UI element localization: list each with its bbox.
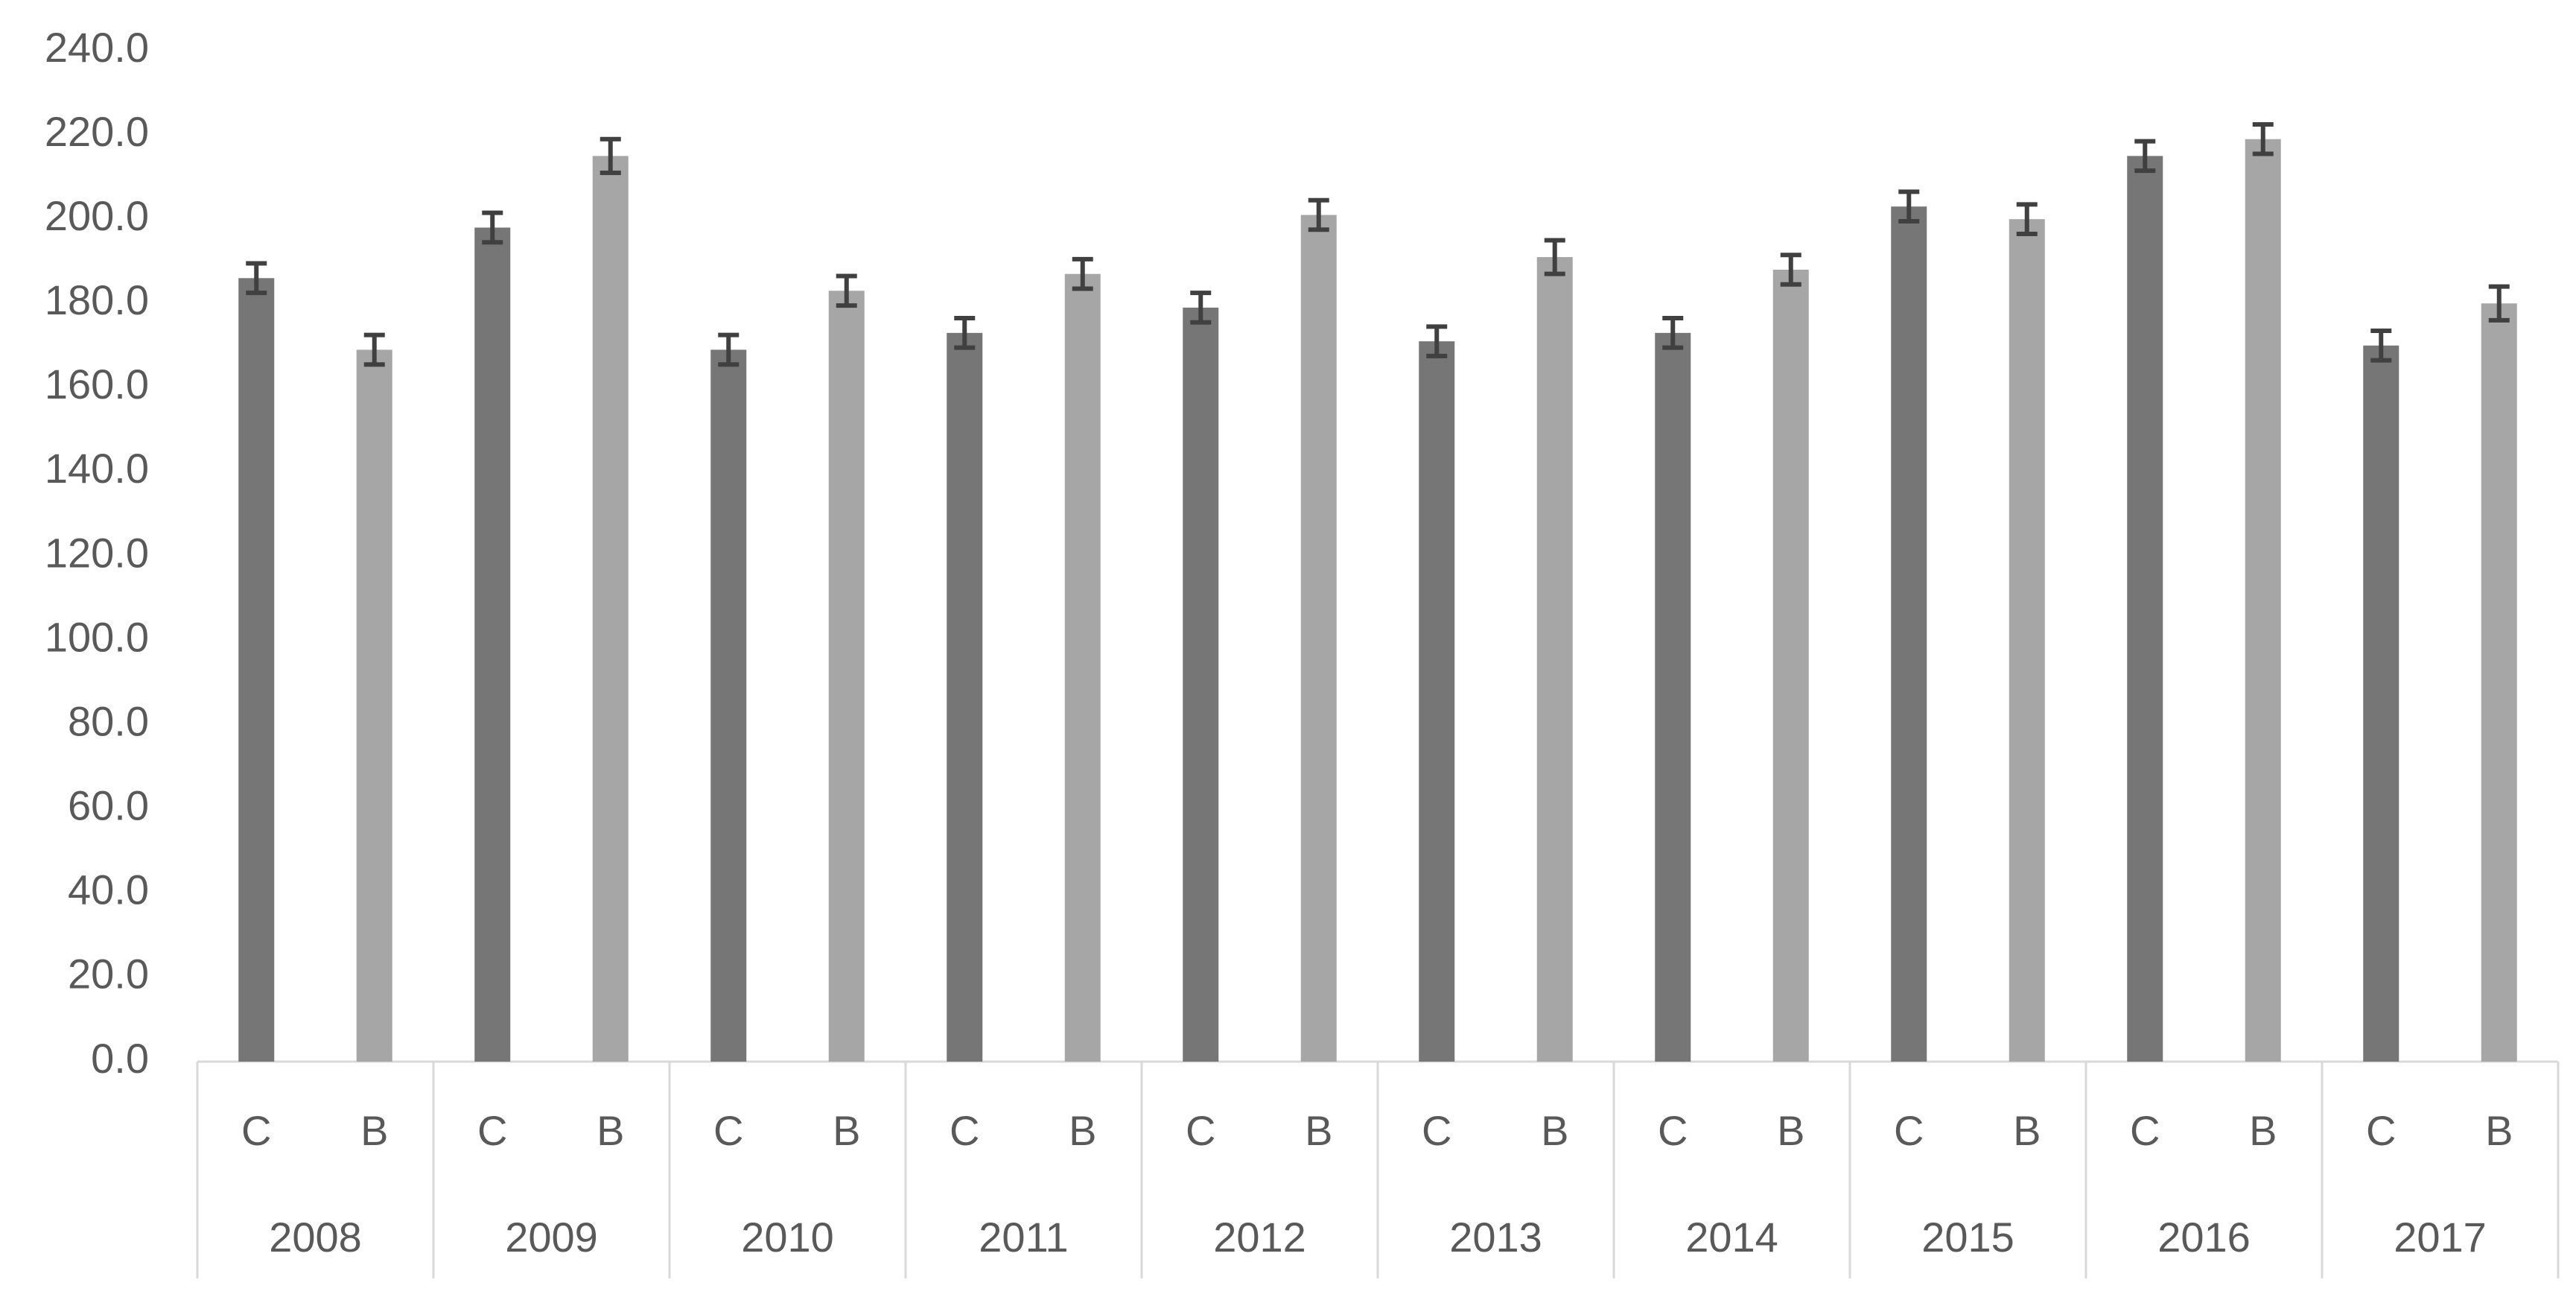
x-group-label: 2008 xyxy=(269,1214,362,1261)
x-tick-label: B xyxy=(2249,1107,2277,1154)
x-tick-label: C xyxy=(1186,1107,1215,1154)
y-tick-label: 100.0 xyxy=(45,613,149,660)
x-tick-label: C xyxy=(477,1107,507,1154)
error-bar xyxy=(1308,197,1329,232)
x-tick-label: C xyxy=(1658,1107,1688,1154)
bar xyxy=(1183,307,1219,1062)
y-tick-label: 0.0 xyxy=(91,1035,149,1082)
x-tick-label: C xyxy=(950,1107,979,1154)
x-group-label: 2017 xyxy=(2394,1214,2487,1261)
y-tick-label: 80.0 xyxy=(68,697,149,744)
x-tick-label: B xyxy=(2013,1107,2041,1154)
x-tick-label: B xyxy=(1777,1107,1804,1154)
x-tick-label: B xyxy=(1069,1107,1096,1154)
error-bar xyxy=(1072,256,1093,291)
x-group-label: 2009 xyxy=(505,1214,598,1261)
bar xyxy=(238,278,275,1062)
bar xyxy=(2245,139,2281,1062)
error-bar xyxy=(836,273,857,308)
y-tick-label: 180.0 xyxy=(45,276,149,323)
bar xyxy=(592,156,629,1062)
x-tick-label: B xyxy=(597,1107,624,1154)
error-bar xyxy=(363,332,385,367)
x-tick-label: C xyxy=(713,1107,743,1154)
error-bar xyxy=(482,210,503,245)
y-tick-label: 220.0 xyxy=(45,108,149,155)
bar xyxy=(2127,156,2163,1062)
bar xyxy=(828,291,865,1062)
bar xyxy=(1064,273,1101,1062)
bar xyxy=(2009,219,2045,1062)
error-bar xyxy=(1662,316,1684,350)
x-tick-label: B xyxy=(1541,1107,1568,1154)
bar xyxy=(947,332,983,1062)
x-tick-label: C xyxy=(1894,1107,1924,1154)
x-tick-label: B xyxy=(833,1107,860,1154)
y-tick-label: 120.0 xyxy=(45,529,149,576)
x-tick-label: B xyxy=(360,1107,388,1154)
bar xyxy=(356,349,392,1062)
x-tick-label: C xyxy=(241,1107,271,1154)
y-tick-label: 40.0 xyxy=(68,866,149,913)
x-group-label: 2012 xyxy=(1213,1214,1306,1261)
error-bar xyxy=(1426,324,1448,358)
bar xyxy=(710,349,747,1062)
bar xyxy=(2363,345,2400,1062)
y-tick-label: 140.0 xyxy=(45,445,149,492)
x-tick-label: C xyxy=(2366,1107,2396,1154)
bar xyxy=(1536,257,1573,1062)
error-bar xyxy=(1898,189,1920,224)
error-bar xyxy=(1190,291,1212,325)
y-tick-label: 240.0 xyxy=(45,24,149,71)
x-group-label: 2011 xyxy=(979,1214,1068,1261)
bar xyxy=(1419,341,1455,1062)
x-group-label: 2015 xyxy=(1921,1214,2014,1261)
error-bar xyxy=(2252,121,2274,156)
x-tick-label: C xyxy=(2130,1107,2160,1154)
y-tick-label: 160.0 xyxy=(45,361,149,408)
error-bar xyxy=(718,332,740,367)
x-group-label: 2016 xyxy=(2157,1214,2251,1261)
x-group-label: 2010 xyxy=(741,1214,834,1261)
x-group-label: 2013 xyxy=(1449,1214,1542,1261)
error-bar xyxy=(954,316,976,350)
bar xyxy=(2481,303,2517,1062)
error-bar xyxy=(600,136,621,175)
error-bar xyxy=(1544,238,1565,276)
y-tick-label: 60.0 xyxy=(68,782,149,829)
bar xyxy=(1891,206,1927,1062)
bar xyxy=(1772,270,1809,1062)
x-tick-label: B xyxy=(2485,1107,2513,1154)
x-tick-label: C xyxy=(1422,1107,1451,1154)
x-tick-label: B xyxy=(1305,1107,1332,1154)
error-bar xyxy=(2488,284,2510,323)
error-bar xyxy=(2370,329,2392,363)
x-group-label: 2014 xyxy=(1685,1214,1778,1261)
y-tick-label: 20.0 xyxy=(68,951,149,998)
bar xyxy=(1655,332,1691,1062)
y-tick-label: 200.0 xyxy=(45,192,149,239)
error-bar xyxy=(1780,253,1801,287)
bar xyxy=(474,227,511,1062)
error-bar xyxy=(2134,139,2156,174)
error-bar xyxy=(2016,202,2038,236)
error-bar xyxy=(246,261,267,296)
bar xyxy=(1300,215,1337,1062)
